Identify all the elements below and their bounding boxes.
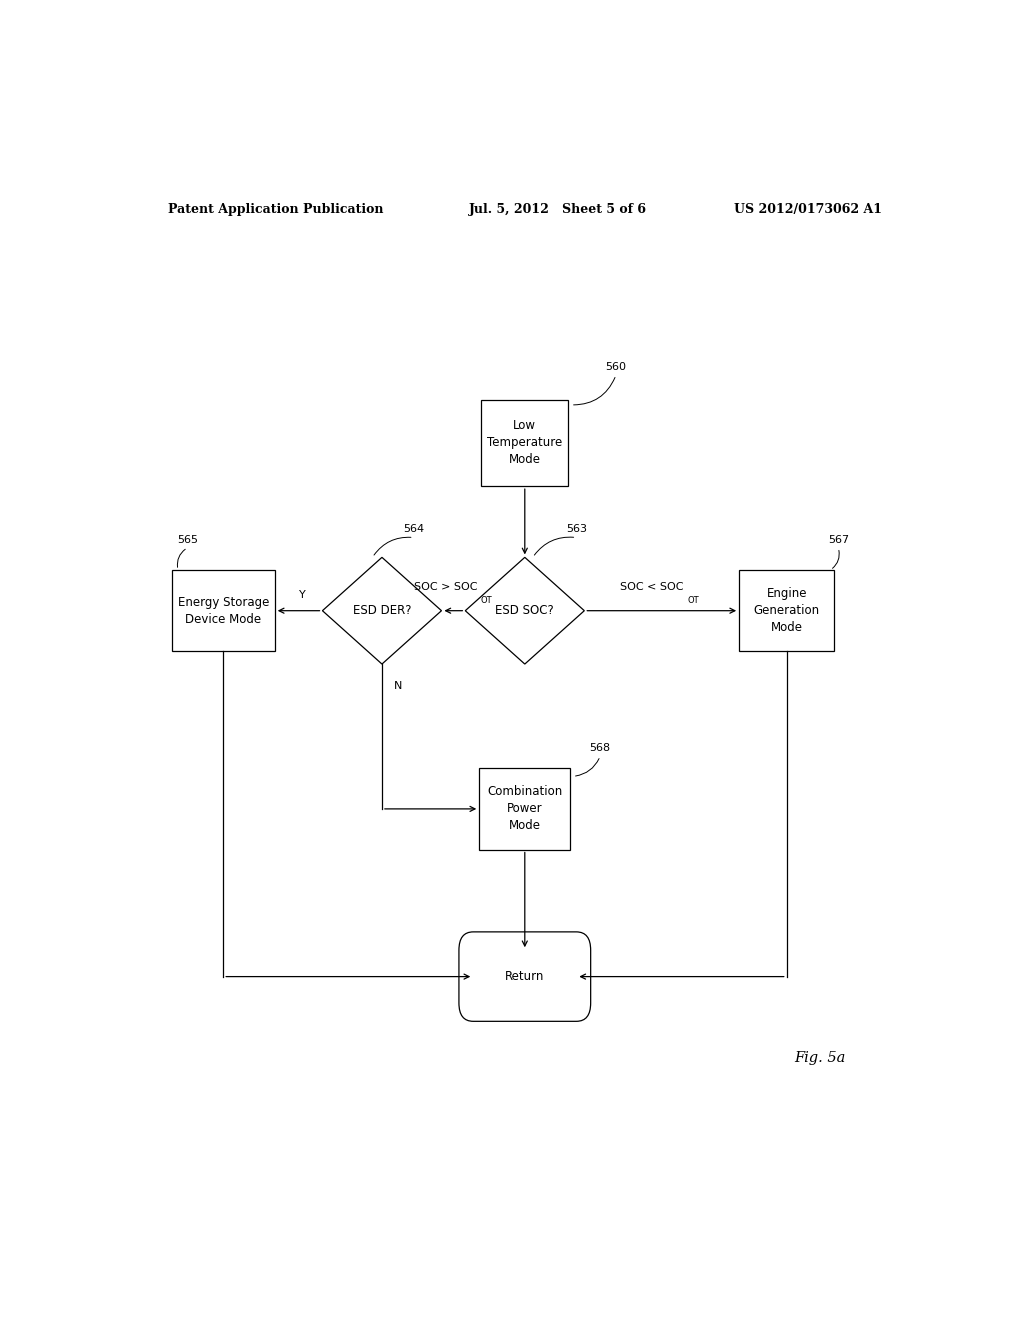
FancyBboxPatch shape bbox=[481, 400, 568, 486]
Text: SOC < SOC: SOC < SOC bbox=[621, 582, 684, 593]
FancyBboxPatch shape bbox=[172, 570, 274, 651]
Polygon shape bbox=[323, 557, 441, 664]
Text: 565: 565 bbox=[177, 535, 198, 545]
Text: 568: 568 bbox=[590, 743, 610, 752]
Text: 560: 560 bbox=[605, 362, 627, 372]
Text: OT: OT bbox=[480, 595, 492, 605]
Text: Jul. 5, 2012   Sheet 5 of 6: Jul. 5, 2012 Sheet 5 of 6 bbox=[469, 203, 647, 215]
Text: 564: 564 bbox=[403, 524, 424, 535]
FancyBboxPatch shape bbox=[479, 768, 570, 850]
Text: ESD SOC?: ESD SOC? bbox=[496, 605, 554, 618]
Text: US 2012/0173062 A1: US 2012/0173062 A1 bbox=[734, 203, 882, 215]
FancyBboxPatch shape bbox=[459, 932, 591, 1022]
Text: Return: Return bbox=[505, 970, 545, 983]
Text: Y: Y bbox=[299, 590, 306, 601]
Text: N: N bbox=[394, 681, 402, 692]
Text: Engine
Generation
Mode: Engine Generation Mode bbox=[754, 587, 820, 634]
Text: Combination
Power
Mode: Combination Power Mode bbox=[487, 785, 562, 833]
Text: 567: 567 bbox=[827, 535, 849, 545]
Text: SOC > SOC: SOC > SOC bbox=[414, 582, 477, 593]
Text: Patent Application Publication: Patent Application Publication bbox=[168, 203, 383, 215]
Text: ESD DER?: ESD DER? bbox=[352, 605, 412, 618]
Text: Low
Temperature
Mode: Low Temperature Mode bbox=[487, 420, 562, 466]
Text: Energy Storage
Device Mode: Energy Storage Device Mode bbox=[177, 595, 269, 626]
FancyBboxPatch shape bbox=[739, 570, 835, 651]
Polygon shape bbox=[465, 557, 585, 664]
Text: Fig. 5a: Fig. 5a bbox=[795, 1051, 846, 1065]
Text: OT: OT bbox=[688, 595, 699, 605]
Text: 563: 563 bbox=[566, 524, 587, 535]
